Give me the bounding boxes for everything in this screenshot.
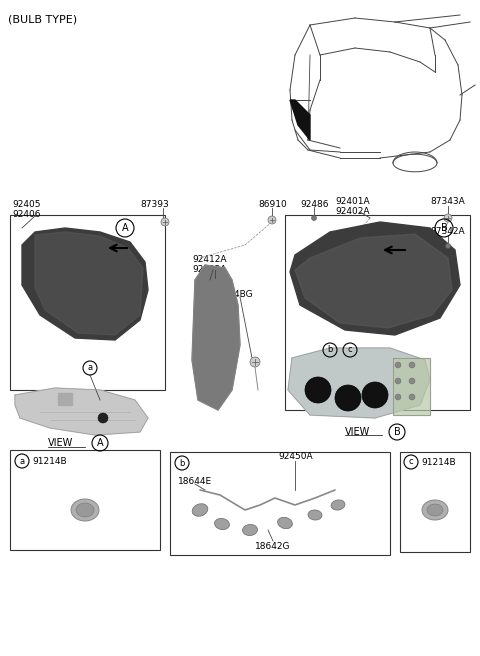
Ellipse shape bbox=[242, 525, 257, 535]
Text: VIEW: VIEW bbox=[48, 438, 73, 448]
Text: 87393: 87393 bbox=[140, 200, 169, 209]
Text: c: c bbox=[408, 457, 413, 466]
Text: 91214B: 91214B bbox=[32, 457, 67, 466]
Ellipse shape bbox=[277, 518, 292, 529]
Text: b: b bbox=[327, 346, 333, 354]
Ellipse shape bbox=[71, 499, 99, 521]
Ellipse shape bbox=[422, 500, 448, 520]
Polygon shape bbox=[35, 232, 143, 335]
Ellipse shape bbox=[192, 504, 208, 516]
FancyBboxPatch shape bbox=[10, 215, 165, 390]
Text: a: a bbox=[19, 457, 24, 466]
Text: 92402A: 92402A bbox=[335, 207, 370, 216]
Circle shape bbox=[409, 362, 415, 368]
Circle shape bbox=[395, 362, 401, 368]
Circle shape bbox=[161, 218, 169, 226]
Ellipse shape bbox=[215, 518, 229, 529]
Circle shape bbox=[409, 378, 415, 384]
Text: 92450A: 92450A bbox=[278, 452, 312, 461]
Circle shape bbox=[409, 394, 415, 400]
Text: 92486: 92486 bbox=[300, 200, 328, 209]
Circle shape bbox=[362, 382, 388, 408]
Circle shape bbox=[444, 214, 452, 222]
Circle shape bbox=[395, 378, 401, 384]
Text: 92406: 92406 bbox=[12, 210, 40, 219]
Text: (BULB TYPE): (BULB TYPE) bbox=[8, 14, 77, 24]
Ellipse shape bbox=[308, 510, 322, 520]
FancyBboxPatch shape bbox=[400, 452, 470, 552]
Text: c: c bbox=[348, 346, 352, 354]
Polygon shape bbox=[393, 358, 430, 415]
Circle shape bbox=[268, 216, 276, 224]
Text: 86910: 86910 bbox=[258, 200, 287, 209]
Text: A: A bbox=[122, 223, 128, 233]
Text: 87343A: 87343A bbox=[430, 197, 465, 206]
Ellipse shape bbox=[76, 503, 94, 517]
Polygon shape bbox=[15, 388, 148, 435]
Circle shape bbox=[445, 243, 451, 249]
Text: 92412A: 92412A bbox=[192, 255, 227, 264]
Text: b: b bbox=[180, 459, 185, 468]
FancyBboxPatch shape bbox=[285, 215, 470, 410]
Text: 18644E: 18644E bbox=[178, 477, 212, 486]
Ellipse shape bbox=[427, 504, 443, 516]
Polygon shape bbox=[288, 348, 430, 418]
Polygon shape bbox=[192, 265, 240, 410]
Ellipse shape bbox=[331, 500, 345, 510]
Text: 1244BG: 1244BG bbox=[218, 290, 253, 299]
Polygon shape bbox=[58, 393, 72, 405]
Text: 87342A: 87342A bbox=[430, 227, 465, 236]
Circle shape bbox=[250, 357, 260, 367]
Circle shape bbox=[305, 377, 331, 403]
Text: VIEW: VIEW bbox=[345, 427, 370, 437]
FancyBboxPatch shape bbox=[170, 452, 390, 555]
Text: B: B bbox=[441, 223, 447, 233]
Polygon shape bbox=[295, 234, 452, 328]
Text: 92405: 92405 bbox=[12, 200, 40, 209]
Circle shape bbox=[98, 413, 108, 423]
Text: 92401A: 92401A bbox=[335, 197, 370, 206]
FancyBboxPatch shape bbox=[10, 450, 160, 550]
Circle shape bbox=[335, 385, 361, 411]
Polygon shape bbox=[290, 100, 310, 140]
Text: 18642G: 18642G bbox=[255, 542, 290, 551]
Circle shape bbox=[312, 216, 316, 220]
Polygon shape bbox=[22, 228, 148, 340]
Polygon shape bbox=[290, 222, 460, 335]
Text: a: a bbox=[87, 363, 93, 373]
Circle shape bbox=[395, 394, 401, 400]
Text: B: B bbox=[394, 427, 400, 437]
Text: 91214B: 91214B bbox=[421, 458, 456, 467]
Text: A: A bbox=[96, 438, 103, 448]
Text: 92422A: 92422A bbox=[192, 265, 227, 274]
